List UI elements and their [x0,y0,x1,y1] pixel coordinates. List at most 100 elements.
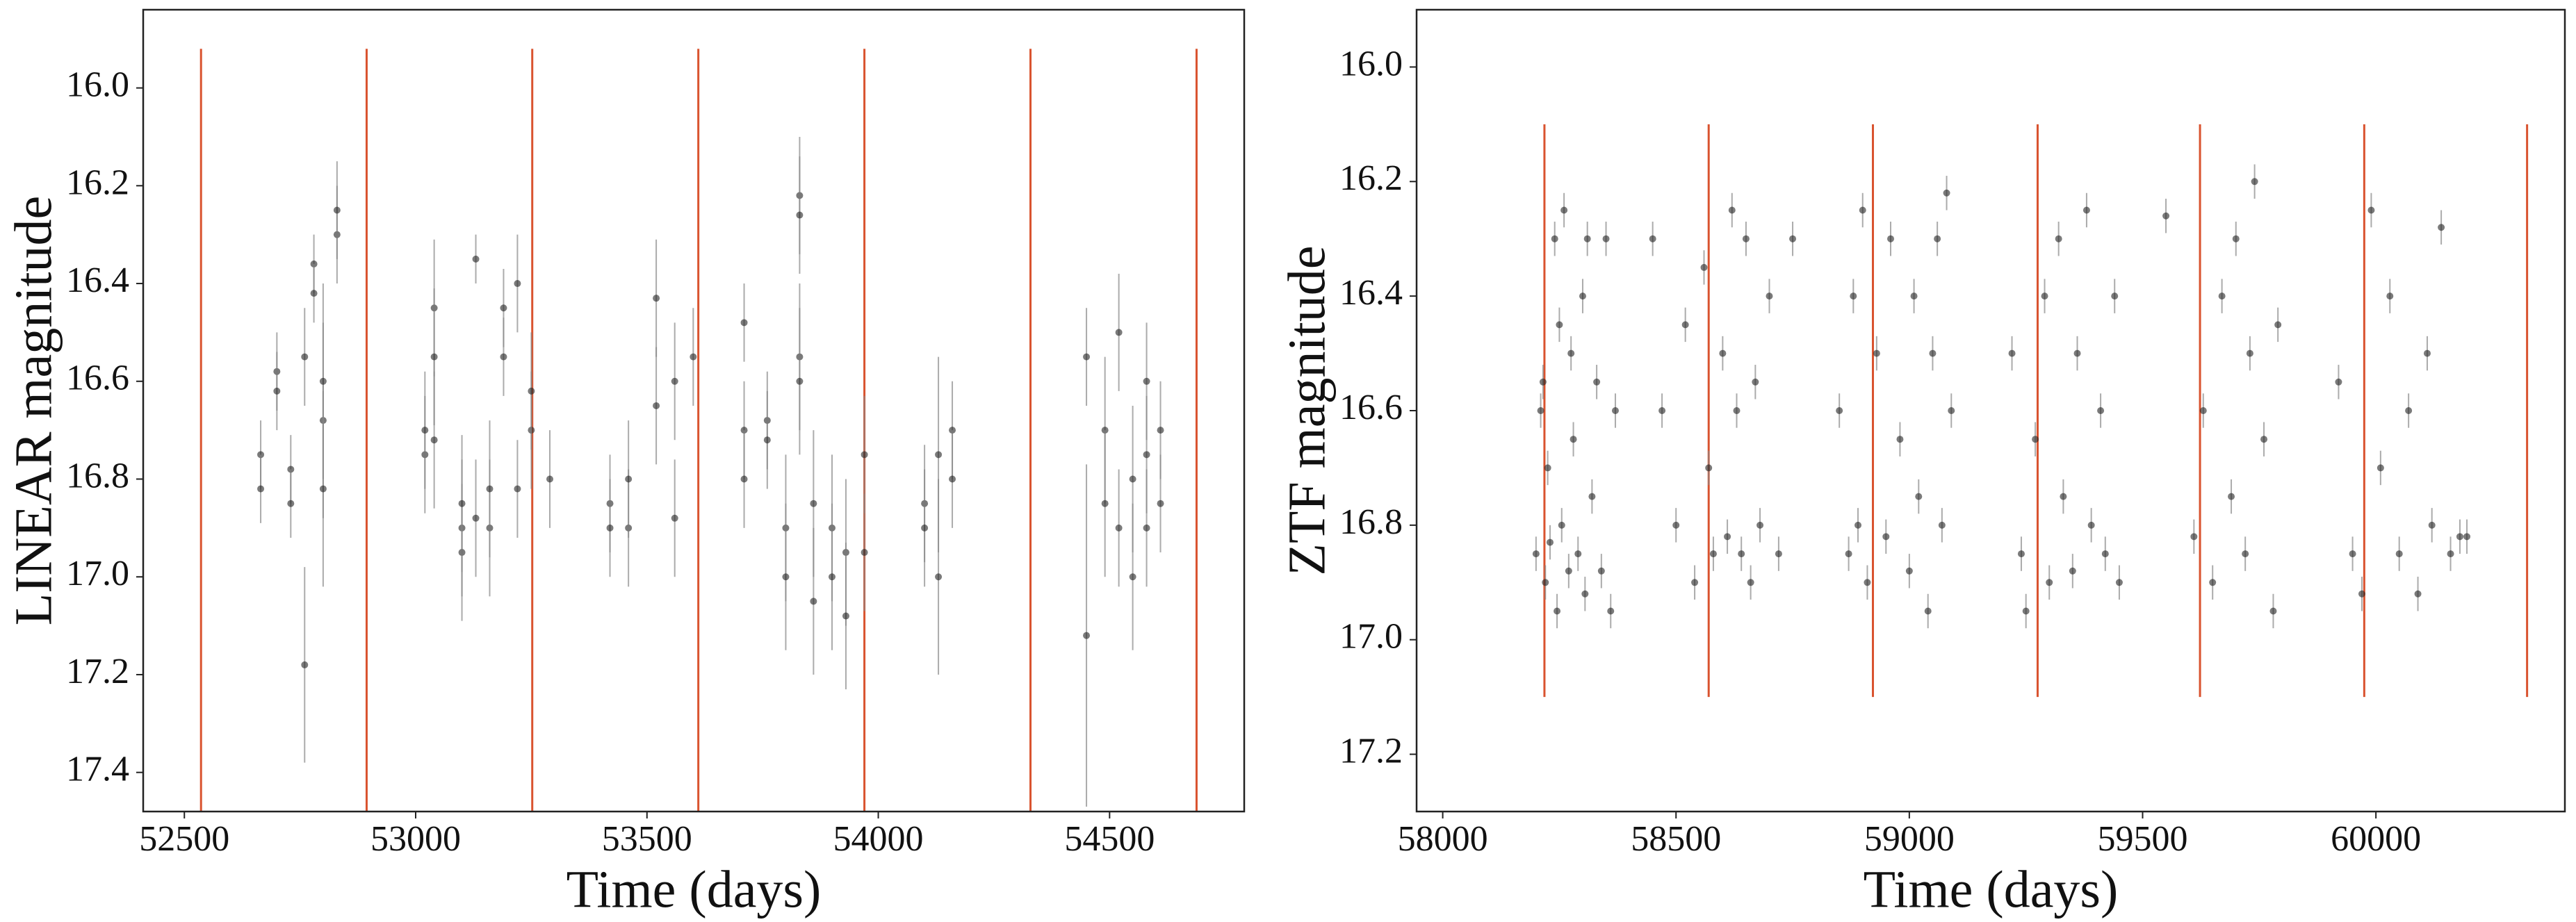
data-point [653,402,660,409]
data-point [1719,349,1727,357]
data-point [1129,573,1136,581]
data-point [2199,407,2207,414]
y-tick-label: 16.4 [66,261,129,300]
data-point [828,573,835,581]
data-point [421,427,429,434]
data-point [2060,493,2067,500]
data-point [2269,607,2277,615]
y-axis-label: ZTF magnitude [1278,246,1336,576]
data-point [1607,607,1615,615]
data-point [2335,378,2342,386]
x-axis-label: Time (days) [1864,860,2119,919]
x-tick-label: 60000 [2331,819,2421,859]
data-point [1567,349,1575,357]
data-point [1554,607,1561,615]
data-point [763,436,771,444]
data-point [528,387,535,395]
data-point [1537,407,1544,414]
data-point [1101,500,1109,507]
data-point [1924,607,1932,615]
data-point [1143,377,1150,385]
data-point [1588,493,1596,500]
data-point [301,661,309,668]
data-point [1546,538,1554,546]
data-point [2073,349,2081,357]
data-point [861,451,868,459]
data-point [2055,235,2062,242]
data-point [1157,427,1164,434]
data-point [273,387,281,395]
data-point [935,451,943,459]
x-tick-label: 54000 [833,819,924,859]
data-point [2428,521,2436,529]
data-point [430,436,438,444]
data-point [1581,590,1589,598]
data-point [1709,550,1717,558]
data-point [2115,579,2123,586]
data-point [1597,567,1605,575]
data-point [2111,293,2119,300]
data-point [2456,533,2463,541]
data-point [514,485,521,493]
x-tick-label: 58000 [1398,819,1488,859]
data-point [1887,235,1895,242]
data-point [1143,524,1150,532]
data-point [1700,263,1708,271]
data-point [1733,407,1741,414]
data-point [2367,206,2375,214]
data-point [514,280,521,288]
data-point [1705,464,1713,472]
y-tick-label: 16.4 [1339,273,1403,313]
data-point [2022,607,2030,615]
data-point [2349,550,2356,558]
data-point [472,514,480,522]
data-point [1558,521,1565,529]
data-point [1854,521,1862,529]
data-point [1789,235,1797,242]
data-point [1742,235,1750,242]
data-point [2041,293,2048,300]
data-point [2251,178,2258,186]
data-point [1658,407,1666,414]
x-tick-label: 53500 [602,819,692,859]
data-point [740,319,748,327]
data-point [2414,590,2422,598]
data-point [2101,550,2109,558]
data-point [2358,590,2365,598]
data-point [1747,579,1754,586]
y-tick-label: 16.8 [66,456,129,495]
data-point [472,255,480,263]
data-point [1850,293,1857,300]
data-point [1691,579,1699,586]
data-point [2046,579,2053,586]
x-tick-label: 58500 [1631,819,1721,859]
data-point [2377,464,2384,472]
data-point [1574,550,1582,558]
data-point [1938,521,1946,529]
data-point [1570,436,1577,443]
data-point [1948,407,1955,414]
data-point [2463,533,2471,541]
x-tick-label: 59500 [2097,819,2187,859]
data-point [1873,349,1880,357]
data-point [500,304,507,312]
data-point [2087,521,2095,529]
data-point [1593,378,1601,386]
y-tick-label: 16.0 [66,65,129,105]
data-point [2162,212,2170,220]
y-tick-label: 17.0 [1339,617,1403,657]
x-axis-label: Time (days) [566,860,822,919]
axes-frame [1415,8,2566,813]
data-point [2209,579,2217,586]
data-point [1539,378,1547,386]
data-point [287,500,295,507]
data-point [782,573,790,581]
data-point [1556,321,1563,329]
data-point [2405,407,2413,414]
data-point [935,573,943,581]
data-point [1542,579,1549,586]
data-point [546,475,554,483]
y-tick-label: 17.4 [66,750,129,789]
y-tick-label: 17.2 [1339,732,1403,771]
y-axis-label: LINEAR magnitude [4,196,63,625]
